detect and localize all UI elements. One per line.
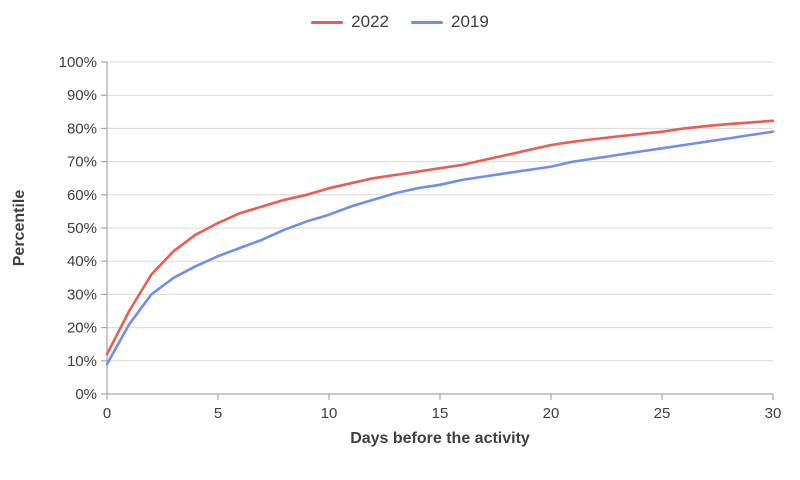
x-tick-label: 20 [543, 405, 560, 422]
legend-line-swatch-2022 [311, 20, 344, 24]
y-tick-label: 10% [67, 353, 97, 370]
x-tick-label: 5 [214, 405, 222, 422]
y-tick-label: 20% [67, 320, 97, 337]
legend-item-2022: 2022 [311, 12, 389, 32]
x-tick-label: 0 [103, 405, 111, 422]
x-axis-title: Days before the activity [350, 430, 530, 447]
y-tick-label: 40% [67, 253, 97, 270]
y-tick-label: 0% [75, 386, 97, 403]
series-line-2019 [105, 130, 775, 366]
legend: 2022 2019 [0, 12, 800, 32]
y-tick-label: 80% [67, 120, 97, 137]
y-tick-label: 60% [67, 187, 97, 204]
x-tick-label: 25 [654, 405, 671, 422]
legend-item-2019: 2019 [411, 12, 489, 32]
x-tick-label: 10 [321, 405, 338, 422]
y-tick-label: 100% [59, 54, 97, 71]
x-tick-label: 30 [765, 405, 782, 422]
legend-line-swatch-2019 [411, 20, 443, 24]
x-tick-label: 15 [432, 405, 449, 422]
y-tick-label: 30% [67, 286, 97, 303]
legend-label-2019: 2019 [451, 12, 489, 31]
y-tick-label: 90% [67, 87, 97, 104]
y-tick-label: 50% [67, 220, 97, 237]
y-tick-label: 70% [67, 154, 97, 171]
y-axis-title: Percentile [11, 189, 28, 267]
legend-label-2022: 2022 [351, 12, 389, 31]
series-line-2022 [105, 119, 775, 356]
